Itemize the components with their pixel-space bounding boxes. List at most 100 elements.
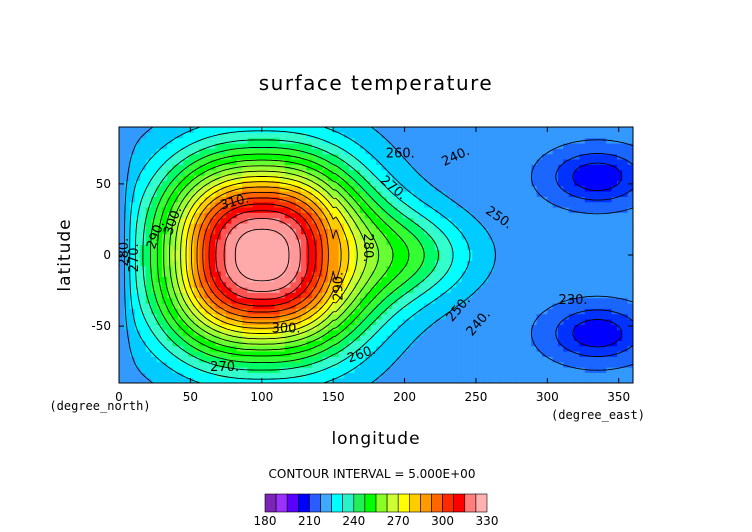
field-cell (247, 185, 254, 192)
field-cell (129, 164, 136, 171)
field-cell (167, 287, 174, 293)
field-cell (156, 137, 163, 144)
field-cell (322, 335, 329, 341)
field-cell (295, 148, 302, 155)
field-cell (515, 244, 522, 251)
field-cell (145, 159, 152, 165)
field-cell (504, 340, 511, 347)
field-cell (188, 335, 195, 341)
field-cell (247, 329, 254, 336)
field-cell (509, 271, 516, 277)
field-cell (290, 137, 297, 144)
field-cell (135, 377, 142, 383)
field-cell (488, 356, 495, 363)
field-cell (402, 345, 409, 352)
field-cell (574, 212, 581, 219)
field-cell (381, 297, 388, 304)
field-cell (145, 319, 152, 325)
field-cell (434, 319, 441, 325)
x-ticks: 0 50 100 150 200 250 300 350 (115, 127, 630, 404)
field-cell (493, 367, 500, 373)
field-cell (558, 132, 564, 139)
field-cell (541, 255, 548, 261)
field-cell (322, 132, 329, 139)
field-cell (156, 308, 163, 315)
field-cell (467, 372, 473, 379)
field-cell (606, 287, 613, 293)
field-cell (284, 271, 291, 277)
field-cell (290, 329, 297, 336)
field-cell (359, 239, 366, 245)
field-cell (119, 351, 125, 357)
field-cell (290, 340, 297, 347)
field-cell (392, 292, 399, 299)
field-cell (563, 137, 570, 144)
field-cell (301, 153, 307, 160)
field-cell (156, 329, 163, 336)
field-cell (568, 287, 575, 293)
field-cell (616, 324, 623, 331)
field-cell (370, 281, 377, 288)
field-cell (541, 303, 548, 309)
field-cell (590, 345, 597, 352)
field-cell (161, 372, 168, 379)
field-cell (301, 223, 307, 229)
field-cell (124, 367, 131, 373)
field-cell (183, 313, 190, 320)
field-cell (392, 175, 399, 181)
field-cell (397, 367, 404, 373)
field-cell (338, 191, 345, 197)
field-cell (536, 207, 543, 213)
field-cell (172, 180, 179, 187)
field-cell (445, 335, 452, 341)
field-cell (568, 217, 575, 224)
field-cell (493, 153, 500, 160)
field-cell (295, 308, 302, 315)
field-cell (301, 137, 307, 144)
field-cell (284, 324, 291, 331)
field-cell (290, 191, 297, 197)
field-cell (284, 313, 291, 320)
field-cell (440, 265, 447, 272)
field-cell (584, 372, 591, 379)
field-cell (536, 345, 543, 352)
field-cell (477, 201, 484, 208)
field-cell (595, 175, 602, 181)
field-cell (381, 351, 388, 357)
field-cell (199, 335, 206, 341)
field-cell (424, 335, 431, 341)
field-cell (252, 319, 259, 325)
field-cell (242, 164, 249, 171)
field-cell (370, 308, 377, 315)
field-cell (563, 281, 570, 288)
field-cell (236, 287, 243, 293)
field-cell (252, 377, 259, 383)
field-cell (376, 196, 382, 203)
field-cell (199, 159, 206, 165)
field-cell (440, 372, 447, 379)
field-cell (616, 303, 623, 309)
field-cell (317, 175, 324, 181)
field-cell (263, 255, 270, 261)
field-cell (552, 132, 559, 139)
field-cell (204, 196, 211, 203)
field-cell (445, 308, 452, 315)
field-cell (215, 308, 222, 315)
field-cell (220, 249, 227, 256)
field-cell (177, 185, 184, 192)
field-cell (616, 297, 623, 304)
field-cell (408, 340, 415, 347)
field-cell (172, 297, 179, 304)
field-cell (627, 345, 633, 352)
field-cell (204, 308, 211, 315)
colorbar-swatch (397, 493, 410, 513)
field-cell (236, 228, 243, 235)
field-cell (161, 201, 168, 208)
field-cell (520, 324, 527, 331)
field-cell (236, 239, 243, 245)
field-cell (531, 223, 538, 229)
field-cell (611, 175, 618, 181)
field-cell (129, 244, 136, 251)
field-cell (210, 372, 216, 379)
field-cell (499, 345, 506, 352)
